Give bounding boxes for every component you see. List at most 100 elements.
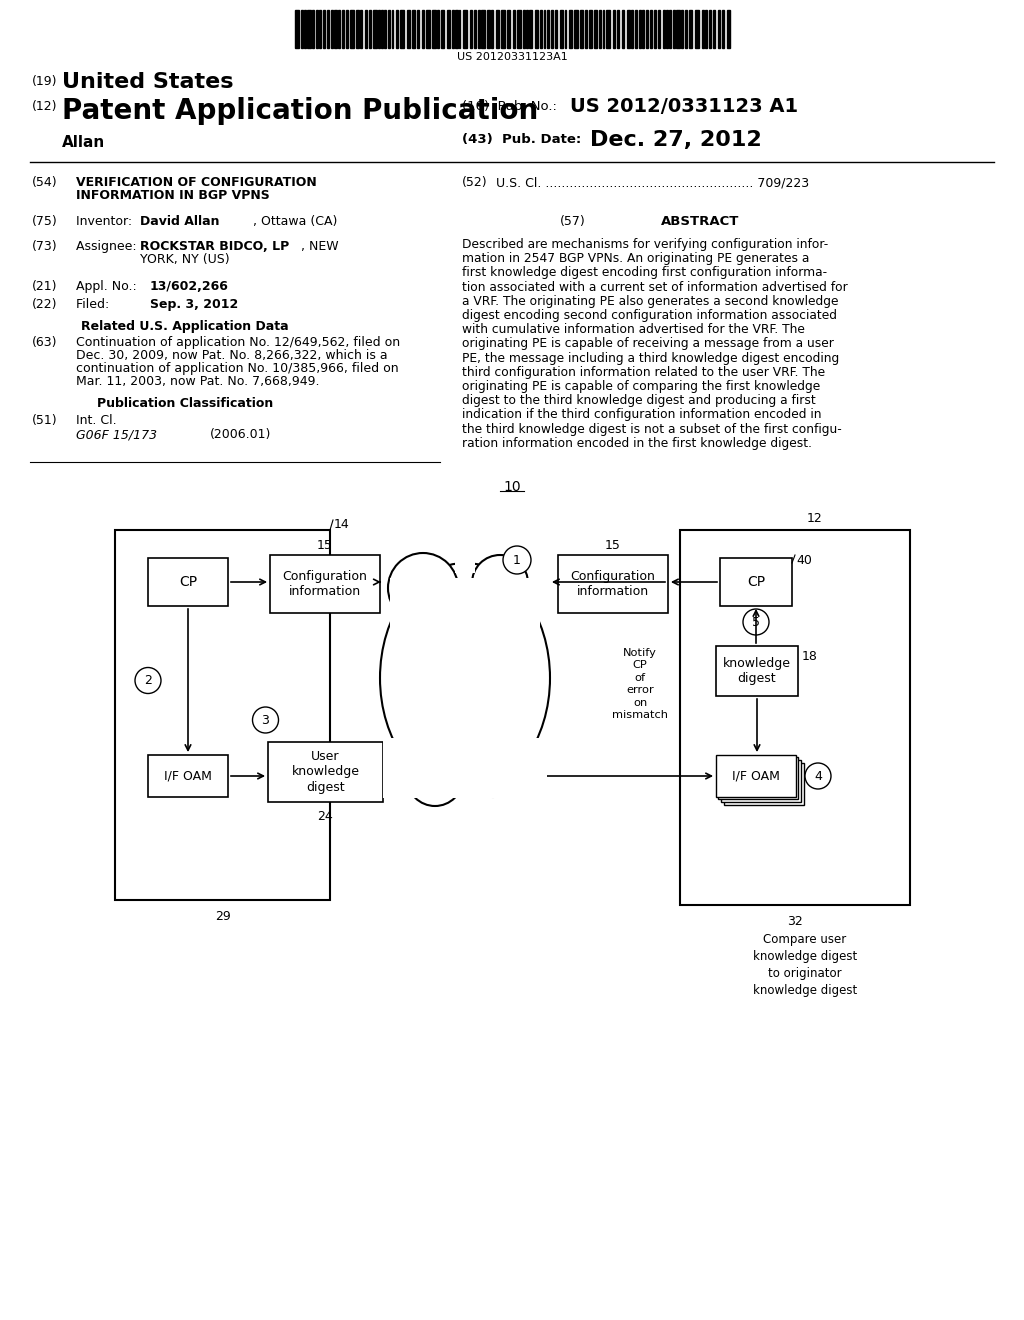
Text: Filed:: Filed: [76, 298, 137, 312]
Bar [513, 11, 515, 48]
Bar [722, 11, 724, 48]
Bar [356, 11, 359, 48]
Bar [666, 11, 668, 48]
Text: originating PE is capable of receiving a message from a user: originating PE is capable of receiving a… [462, 338, 834, 350]
Text: U.S. Cl. .................................................... 709/223: U.S. Cl. ...............................… [496, 176, 809, 189]
Bar [319, 11, 321, 48]
Bar [680, 531, 910, 906]
Text: 13/602,266: 13/602,266 [150, 280, 229, 293]
Text: the third knowledge digest is not a subset of the first configu-: the third knowledge digest is not a subs… [462, 422, 842, 436]
Bar [705, 11, 707, 48]
Text: Publication Classification: Publication Classification [97, 397, 273, 411]
Bar [622, 11, 624, 48]
Text: (12): (12) [32, 100, 57, 114]
Bar [426, 11, 430, 48]
Text: Inventor:: Inventor: [76, 215, 136, 228]
Bar [417, 11, 419, 48]
Bar [627, 11, 630, 48]
Text: Dec. 30, 2009, now Pat. No. 8,266,322, which is a: Dec. 30, 2009, now Pat. No. 8,266,322, w… [76, 348, 388, 362]
Text: a VRF. The originating PE also generates a second knowledge: a VRF. The originating PE also generates… [462, 294, 839, 308]
Bar [365, 11, 367, 48]
Bar [501, 11, 505, 48]
Text: Configuration
information: Configuration information [570, 570, 655, 598]
Text: G06F 15/173: G06F 15/173 [76, 428, 157, 441]
Bar [718, 756, 798, 799]
Text: I/F OAM: I/F OAM [732, 770, 780, 783]
Text: Dec. 27, 2012: Dec. 27, 2012 [590, 129, 762, 150]
Bar [487, 11, 490, 48]
Text: I/F OAM: I/F OAM [164, 770, 212, 783]
Bar [574, 11, 578, 48]
Text: 15: 15 [605, 539, 621, 552]
Bar [350, 11, 354, 48]
Text: 2: 2 [144, 675, 152, 686]
Bar [390, 578, 540, 628]
Text: originating PE is capable of comparing the first knowledge: originating PE is capable of comparing t… [462, 380, 820, 393]
Bar [452, 11, 454, 48]
Ellipse shape [380, 564, 550, 793]
Text: Patent Application Publication: Patent Application Publication [62, 96, 539, 125]
Bar [346, 11, 348, 48]
Text: Configuration
information: Configuration information [283, 570, 368, 598]
Text: 32: 32 [787, 915, 803, 928]
Bar [316, 11, 318, 48]
Bar [663, 11, 665, 48]
Text: (54): (54) [32, 176, 57, 189]
Circle shape [253, 708, 279, 733]
Bar [301, 11, 303, 48]
Text: Compare user
knowledge digest
to originator
knowledge digest: Compare user knowledge digest to origina… [753, 933, 857, 997]
Bar [540, 11, 542, 48]
Text: mation in 2547 BGP VPNs. An originating PE generates a: mation in 2547 BGP VPNs. An originating … [462, 252, 809, 265]
Circle shape [503, 546, 531, 574]
Bar [115, 531, 330, 900]
Bar [635, 11, 637, 48]
Text: (51): (51) [32, 414, 57, 426]
Text: 10: 10 [503, 480, 521, 494]
Text: (10)  Pub. No.:: (10) Pub. No.: [462, 100, 557, 114]
Text: Related U.S. Application Data: Related U.S. Application Data [81, 319, 289, 333]
Bar [304, 11, 306, 48]
Bar [727, 11, 730, 48]
Text: continuation of application No. 10/385,966, filed on: continuation of application No. 10/385,9… [76, 362, 398, 375]
Text: David Allan: David Allan [140, 215, 219, 228]
Bar [496, 11, 499, 48]
Text: 4: 4 [814, 770, 822, 783]
Bar [673, 11, 675, 48]
Circle shape [805, 763, 831, 789]
Bar [407, 11, 410, 48]
Bar [718, 11, 720, 48]
Bar [373, 11, 377, 48]
Bar [331, 11, 333, 48]
Text: ROCKSTAR BIDCO, LP: ROCKSTAR BIDCO, LP [140, 240, 289, 253]
Bar [383, 738, 547, 799]
Bar [716, 645, 798, 696]
Bar [148, 755, 228, 797]
Bar [555, 11, 557, 48]
Text: (52): (52) [462, 176, 487, 189]
Bar [558, 554, 668, 612]
Text: Sep. 3, 2012: Sep. 3, 2012 [150, 298, 239, 312]
Bar [702, 11, 705, 48]
Bar [455, 553, 475, 573]
Bar [523, 11, 525, 48]
Bar [490, 11, 493, 48]
Text: Appl. No.:: Appl. No.: [76, 280, 140, 293]
Text: with cumulative information advertised for the VRF. The: with cumulative information advertised f… [462, 323, 805, 337]
Text: indication if the third configuration information encoded in: indication if the third configuration in… [462, 408, 821, 421]
Bar [713, 11, 715, 48]
Bar [384, 11, 386, 48]
Text: Notify
CP
of
error
on
mismatch: Notify CP of error on mismatch [612, 648, 668, 719]
Text: US 2012/0331123 A1: US 2012/0331123 A1 [570, 96, 798, 116]
Circle shape [407, 750, 463, 807]
Bar [441, 11, 444, 48]
Text: 5: 5 [752, 615, 760, 628]
Text: Int. Cl.: Int. Cl. [76, 414, 117, 426]
Text: knowledge
digest: knowledge digest [723, 657, 791, 685]
Bar [551, 11, 553, 48]
Bar [709, 11, 711, 48]
Bar [669, 11, 671, 48]
Text: 1: 1 [513, 553, 521, 566]
Bar [642, 11, 644, 48]
Bar [613, 11, 615, 48]
Bar [455, 11, 458, 48]
